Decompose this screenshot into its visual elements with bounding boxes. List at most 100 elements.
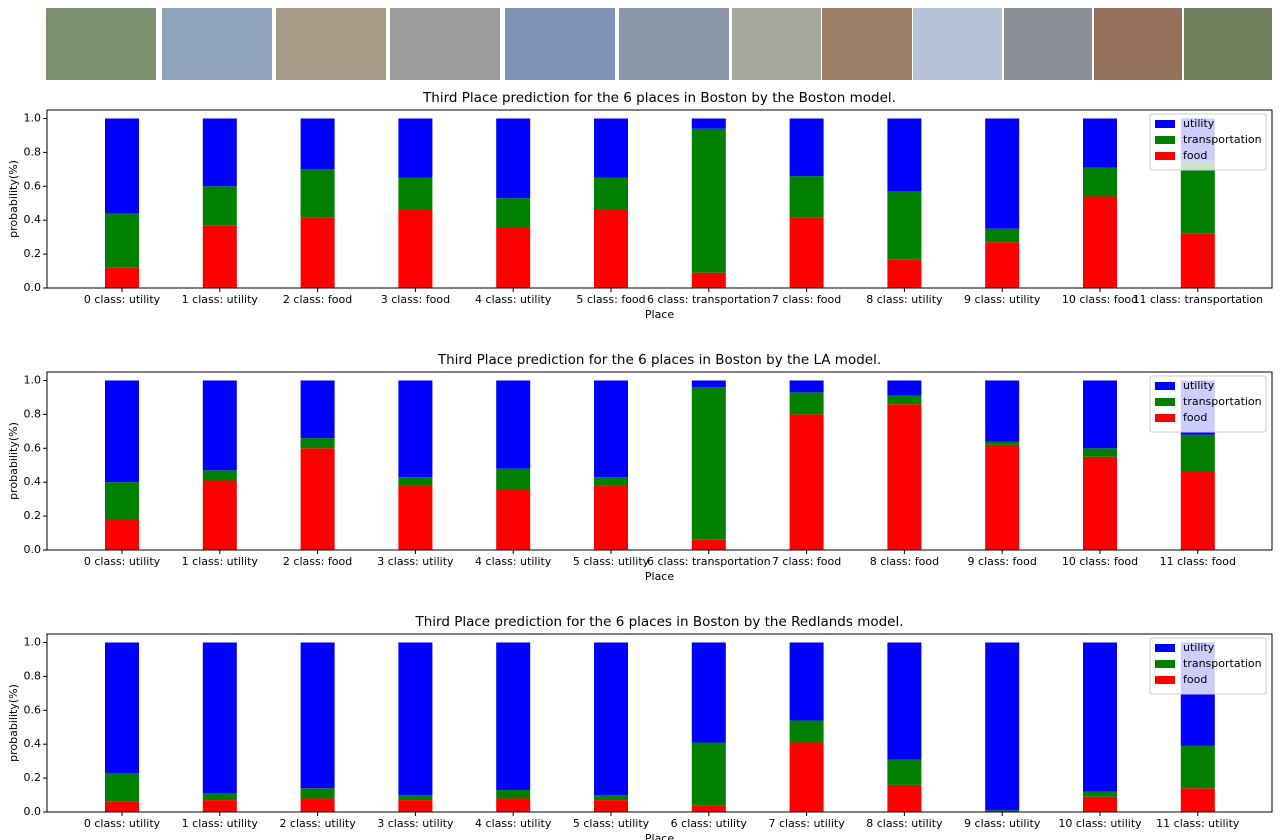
bar-segment <box>202 793 237 801</box>
bar-segment <box>1180 472 1215 550</box>
bar-segment <box>789 742 824 812</box>
street-photo <box>1184 8 1272 80</box>
bar-segment <box>691 387 726 540</box>
street-photo <box>619 8 729 80</box>
legend-swatch <box>1155 676 1175 684</box>
bar-segment <box>985 441 1020 445</box>
bar-segment <box>105 773 139 802</box>
legend-box <box>1149 637 1267 695</box>
bar-segment <box>300 642 335 789</box>
y-tick-label: 0.2 <box>24 509 42 522</box>
x-tick-label: 5 class: food <box>576 293 645 306</box>
bar-segment <box>105 213 139 268</box>
y-tick-label: 0.2 <box>24 247 42 260</box>
y-tick-label: 0.4 <box>24 475 42 488</box>
x-tick-label: 1 class: utility <box>182 293 259 306</box>
bar-segment <box>105 482 139 520</box>
bar-segment <box>398 177 433 211</box>
bar-segment <box>496 789 531 799</box>
bar-segment <box>594 380 628 478</box>
y-axis-label: probability(%) <box>7 422 20 500</box>
bar-segment <box>202 800 237 812</box>
bar-segment <box>105 801 139 812</box>
bar-segment <box>1083 167 1117 197</box>
bar-segment <box>594 177 628 211</box>
x-tick-label: 2 class: food <box>283 555 352 568</box>
bar-segment <box>985 228 1020 243</box>
bar-segment <box>985 642 1020 811</box>
x-tick-label: 3 class: utility <box>377 817 454 830</box>
bar-segment <box>1083 118 1117 168</box>
y-tick-label: 1.0 <box>24 635 42 648</box>
photo-strip <box>46 8 1272 80</box>
bar-segment <box>1180 434 1215 473</box>
bar-segment <box>398 485 433 550</box>
bar-segment <box>789 392 824 415</box>
bar-segment <box>300 798 335 812</box>
x-tick-label: 0 class: utility <box>84 555 161 568</box>
x-tick-label: 3 class: food <box>381 293 450 306</box>
legend: utility transportation food <box>1149 375 1267 433</box>
x-tick-label: 7 class: food <box>772 555 841 568</box>
bar-segment <box>789 176 824 218</box>
y-tick-label: 0.0 <box>24 805 42 818</box>
bar-segment <box>398 210 433 288</box>
legend: utility transportation food <box>1149 113 1267 171</box>
bar-segment <box>202 380 237 471</box>
plot-frame <box>46 109 1273 289</box>
y-tick-label: 1.0 <box>24 373 42 386</box>
bar-segment <box>691 805 726 812</box>
bar-segment <box>1083 796 1117 812</box>
bar-segment <box>887 759 922 785</box>
y-tick-label: 0.6 <box>24 179 42 192</box>
x-tick-label: 6 class: utility <box>671 817 748 830</box>
legend-label: food <box>1183 411 1207 424</box>
street-photo <box>390 8 500 80</box>
bar-segment <box>496 798 531 812</box>
legend-label: utility <box>1183 641 1215 654</box>
bar-segment <box>887 118 922 192</box>
x-tick-label: 9 class: utility <box>964 817 1041 830</box>
x-tick-label: 2 class: utility <box>279 817 356 830</box>
x-tick-label: 11 class: transportation <box>1132 293 1263 306</box>
plot-frame <box>46 633 1273 813</box>
x-tick-label: 4 class: utility <box>475 293 552 306</box>
bar-segment <box>202 225 237 288</box>
street-photo <box>1094 8 1182 80</box>
legend-label: utility <box>1183 117 1215 130</box>
bar-segment <box>1180 788 1215 812</box>
bar-segment <box>496 642 531 790</box>
legend-label: food <box>1183 149 1207 162</box>
x-axis-label: Place <box>645 308 674 321</box>
x-tick-label: 5 class: utility <box>573 817 650 830</box>
y-tick-label: 0.4 <box>24 737 42 750</box>
bar-segment <box>1083 791 1117 797</box>
bar-segment <box>1180 160 1215 234</box>
street-photo <box>732 8 821 80</box>
street-photo <box>1004 8 1092 80</box>
legend-label: food <box>1183 673 1207 686</box>
x-tick-label: 4 class: utility <box>475 555 552 568</box>
y-tick-label: 0.4 <box>24 213 42 226</box>
bar-segment <box>594 477 628 486</box>
bar-segment <box>105 118 139 214</box>
bar-segment <box>398 642 433 796</box>
bar-segment <box>691 118 726 129</box>
bar-segment <box>1083 196 1117 288</box>
bar-segment <box>398 800 433 812</box>
bar-segment <box>202 118 237 187</box>
bar-segment <box>789 414 824 550</box>
bar-segment <box>496 468 531 489</box>
x-tick-label: 4 class: utility <box>475 817 552 830</box>
bar-segment <box>789 380 824 393</box>
chart-title: Third Place prediction for the 6 places … <box>422 90 896 106</box>
legend-swatch <box>1155 152 1175 160</box>
legend-swatch <box>1155 136 1175 144</box>
bar-segment <box>300 217 335 288</box>
y-axis-label: probability(%) <box>7 684 20 762</box>
x-tick-label: 5 class: utility <box>573 555 650 568</box>
bar-segment <box>300 448 335 550</box>
bar-segment <box>594 642 628 796</box>
street-photo <box>162 8 272 80</box>
